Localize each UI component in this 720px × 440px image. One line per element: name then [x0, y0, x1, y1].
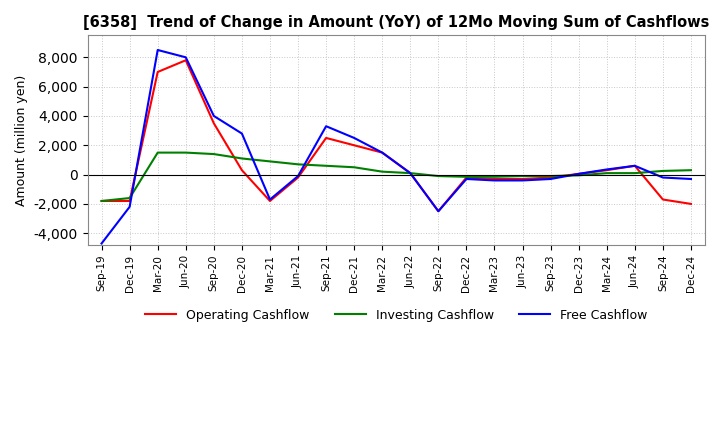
Line: Free Cashflow: Free Cashflow: [102, 50, 691, 243]
Free Cashflow: [350, 136, 359, 141]
Investing Cashflow: [210, 151, 218, 157]
Operating Cashflow: [210, 121, 218, 126]
Operating Cashflow: [687, 201, 696, 206]
Investing Cashflow: [603, 170, 611, 176]
Free Cashflow: [210, 114, 218, 119]
Y-axis label: Amount (million yen): Amount (million yen): [15, 74, 28, 206]
Investing Cashflow: [350, 165, 359, 170]
Free Cashflow: [546, 176, 555, 182]
Investing Cashflow: [125, 195, 134, 201]
Investing Cashflow: [97, 198, 106, 204]
Operating Cashflow: [546, 175, 555, 180]
Investing Cashflow: [659, 168, 667, 173]
Investing Cashflow: [575, 172, 583, 178]
Free Cashflow: [687, 176, 696, 182]
Free Cashflow: [181, 55, 190, 60]
Free Cashflow: [659, 175, 667, 180]
Free Cashflow: [378, 150, 387, 155]
Operating Cashflow: [631, 163, 639, 169]
Free Cashflow: [125, 204, 134, 209]
Operating Cashflow: [350, 143, 359, 148]
Operating Cashflow: [406, 170, 415, 176]
Investing Cashflow: [518, 173, 527, 179]
Free Cashflow: [462, 176, 471, 182]
Operating Cashflow: [266, 198, 274, 204]
Free Cashflow: [603, 167, 611, 172]
Investing Cashflow: [462, 174, 471, 180]
Investing Cashflow: [490, 174, 499, 180]
Line: Investing Cashflow: Investing Cashflow: [102, 153, 691, 201]
Free Cashflow: [266, 197, 274, 202]
Investing Cashflow: [378, 169, 387, 174]
Operating Cashflow: [518, 176, 527, 182]
Free Cashflow: [238, 131, 246, 136]
Investing Cashflow: [153, 150, 162, 155]
Operating Cashflow: [125, 198, 134, 204]
Investing Cashflow: [631, 170, 639, 176]
Free Cashflow: [490, 178, 499, 183]
Operating Cashflow: [434, 209, 443, 214]
Operating Cashflow: [378, 150, 387, 155]
Operating Cashflow: [575, 171, 583, 176]
Operating Cashflow: [153, 70, 162, 75]
Operating Cashflow: [238, 168, 246, 173]
Operating Cashflow: [181, 58, 190, 63]
Free Cashflow: [434, 209, 443, 214]
Operating Cashflow: [490, 176, 499, 182]
Legend: Operating Cashflow, Investing Cashflow, Free Cashflow: Operating Cashflow, Investing Cashflow, …: [140, 304, 652, 327]
Investing Cashflow: [181, 150, 190, 155]
Investing Cashflow: [687, 168, 696, 173]
Free Cashflow: [575, 171, 583, 176]
Free Cashflow: [518, 178, 527, 183]
Free Cashflow: [322, 124, 330, 129]
Investing Cashflow: [266, 159, 274, 164]
Operating Cashflow: [97, 198, 106, 204]
Line: Operating Cashflow: Operating Cashflow: [102, 60, 691, 211]
Investing Cashflow: [322, 163, 330, 169]
Operating Cashflow: [659, 197, 667, 202]
Operating Cashflow: [322, 136, 330, 141]
Free Cashflow: [97, 241, 106, 246]
Free Cashflow: [294, 173, 302, 179]
Operating Cashflow: [603, 168, 611, 173]
Investing Cashflow: [406, 170, 415, 176]
Free Cashflow: [153, 48, 162, 53]
Investing Cashflow: [434, 173, 443, 179]
Operating Cashflow: [462, 175, 471, 180]
Investing Cashflow: [546, 173, 555, 179]
Operating Cashflow: [294, 175, 302, 180]
Investing Cashflow: [238, 156, 246, 161]
Free Cashflow: [631, 163, 639, 169]
Investing Cashflow: [294, 161, 302, 167]
Title: [6358]  Trend of Change in Amount (YoY) of 12Mo Moving Sum of Cashflows: [6358] Trend of Change in Amount (YoY) o…: [83, 15, 709, 30]
Free Cashflow: [406, 170, 415, 176]
